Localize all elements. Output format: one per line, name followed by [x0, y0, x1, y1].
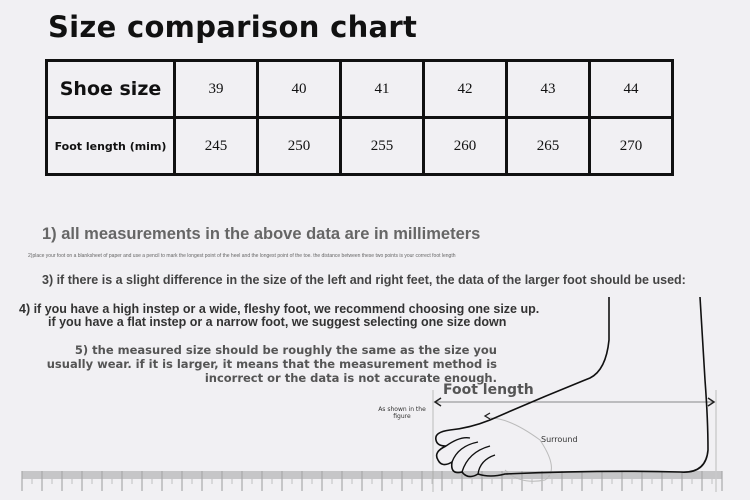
size-cell: 41 — [339, 59, 425, 119]
surround-label: Surround — [541, 435, 578, 444]
length-cell: 265 — [505, 116, 591, 176]
size-cell: 39 — [173, 59, 259, 119]
surround-arrow-icon — [483, 412, 491, 420]
size-cell: 43 — [505, 59, 591, 119]
note-4-continued: if you have a flat instep or a narrow fo… — [48, 315, 507, 329]
table-row-shoe-size: Shoe size 39 40 41 42 43 44 — [45, 59, 674, 119]
as-shown-label: As shown in the figure — [378, 406, 426, 420]
size-cell: 42 — [422, 59, 508, 119]
note-1: 1) all measurements in the above data ar… — [42, 225, 481, 243]
size-cell: 40 — [256, 59, 342, 119]
toes — [445, 436, 496, 475]
size-table: Shoe size 39 40 41 42 43 44 Foot length … — [45, 59, 674, 176]
note-3: 3) if there is a slight difference in th… — [42, 273, 686, 287]
row-header: Foot length (mim) — [45, 116, 176, 176]
surround-outline — [489, 417, 552, 482]
table-row-foot-length: Foot length (mim) 245 250 255 260 265 27… — [45, 116, 674, 176]
length-cell: 270 — [588, 116, 674, 176]
length-cell: 245 — [173, 116, 259, 176]
ruler-icon — [21, 471, 723, 491]
note-4: 4) if you have a high instep or a wide, … — [19, 302, 540, 316]
foot-length-label: Foot length — [443, 382, 534, 398]
arrow-right-icon — [707, 397, 716, 407]
arrow-left-icon — [433, 397, 442, 407]
length-cell: 250 — [256, 116, 342, 176]
page-title: Size comparison chart — [48, 10, 418, 44]
length-cell: 255 — [339, 116, 425, 176]
size-cell: 44 — [588, 59, 674, 119]
note-2: 2)place your foot on a blanksheet of pap… — [28, 253, 456, 259]
row-header: Shoe size — [45, 59, 176, 119]
foot-outline — [434, 296, 709, 478]
note-5: 5) the measured size should be roughly t… — [46, 343, 497, 385]
length-cell: 260 — [422, 116, 508, 176]
